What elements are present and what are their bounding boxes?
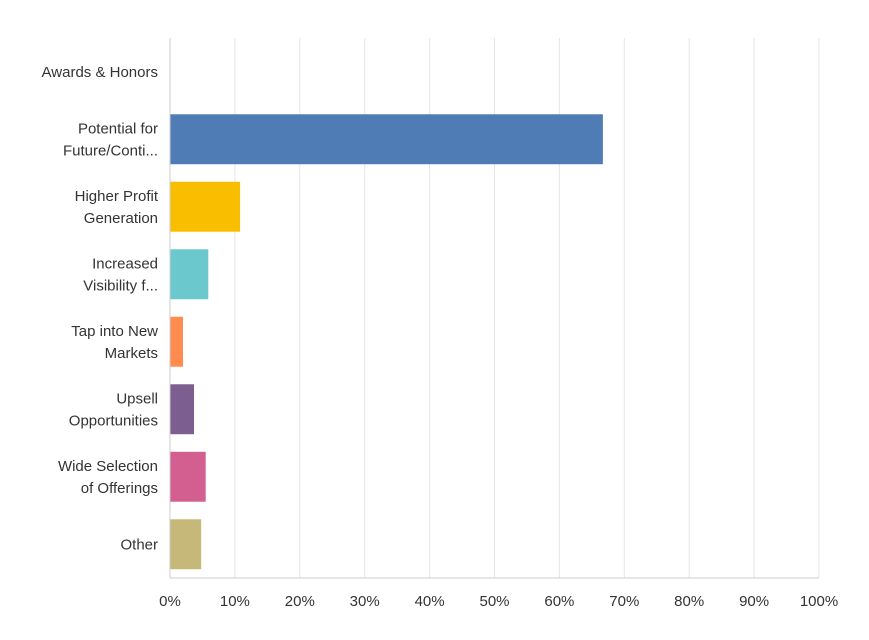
bar[interactable] [170,519,202,570]
category-label-line: Markets [105,345,158,362]
bars [170,114,603,570]
category-label: Awards & Honors [42,64,158,81]
axes [169,38,819,579]
x-tick-label: 70% [609,593,639,610]
category-label: Other [120,536,158,553]
category-label: Upsell Opportunities [69,390,158,429]
x-tick-label: 80% [674,593,704,610]
category-label: Higher Profit Generation [75,188,159,227]
x-tick-label: 100% [800,593,838,610]
bar[interactable] [170,249,209,300]
category-label-line: Higher Profit [75,188,159,205]
bar[interactable] [170,451,206,502]
category-label-line: Upsell [116,390,158,407]
bar[interactable] [170,181,241,232]
bar[interactable] [170,316,183,367]
x-tick-label: 50% [479,593,509,610]
x-tick-label: 30% [350,593,380,610]
category-label: Potential for Future/Conti... [63,120,158,159]
category-label-line: Tap into New [71,323,158,340]
category-label-line: Increased [92,255,158,272]
x-tick-label: 60% [544,593,574,610]
category-label: Wide Selection of Offerings [58,458,158,497]
category-label-line: Opportunities [69,412,158,429]
tick-labels: 0% 10% 20% 30% 40% 50% 60% 70% 80% 90% 100% [159,593,838,610]
category-label-line: Potential for [78,120,158,137]
category-label-line: Visibility f... [83,277,158,294]
category-label-line: Generation [84,210,158,227]
x-tick-label: 40% [415,593,445,610]
bar[interactable] [170,114,603,165]
x-tick-label: 90% [739,593,769,610]
x-tick-label: 0% [159,593,181,610]
x-tick-label: 20% [285,593,315,610]
category-label: Increased Visibility f... [83,255,158,294]
category-label-line: Awards & Honors [42,64,158,81]
category-label-line: Wide Selection [58,458,158,475]
category-label-line: Future/Conti... [63,142,158,159]
category-label-line: of Offerings [81,480,158,497]
bar[interactable] [170,384,195,435]
category-labels: Awards & Honors Potential for Future/Conti… [42,64,159,554]
category-label-line: Other [120,536,158,553]
x-tick-label: 10% [220,593,250,610]
category-label: Tap into New Markets [71,323,158,362]
